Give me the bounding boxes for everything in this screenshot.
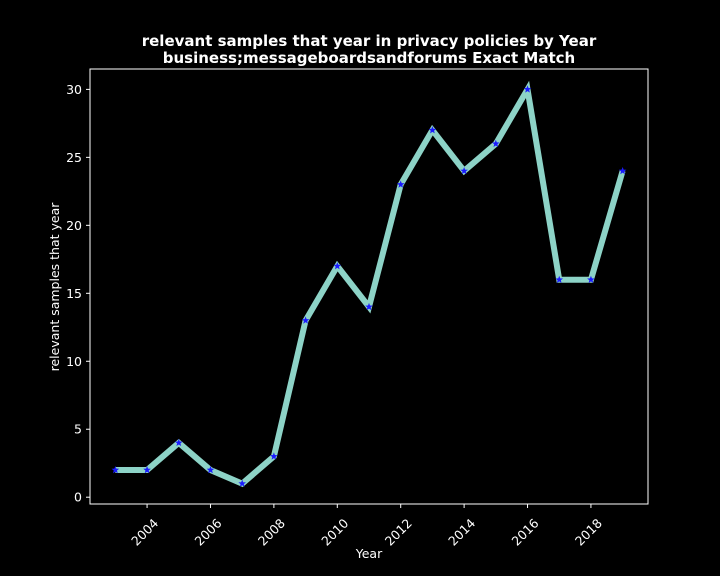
y-tick-label: 20 xyxy=(66,218,82,233)
data-point xyxy=(587,275,595,283)
y-tick-label: 15 xyxy=(66,286,82,301)
y-tick-label: 10 xyxy=(66,354,82,369)
data-point xyxy=(460,166,468,175)
x-tick-label: 2006 xyxy=(191,515,224,548)
y-tick-label: 25 xyxy=(66,150,82,165)
x-tick-label: 2012 xyxy=(382,516,415,549)
x-tick-label: 2014 xyxy=(445,515,478,548)
data-point xyxy=(111,466,120,474)
y-tick-label: 5 xyxy=(74,422,82,437)
data-point xyxy=(143,466,151,474)
data-point xyxy=(396,180,405,188)
data-point xyxy=(301,316,310,324)
y-axis: 0 5 10 15 20 25 30 xyxy=(66,82,90,505)
data-point xyxy=(333,262,342,270)
x-tick-label: 2004 xyxy=(128,515,161,548)
y-tick-label: 30 xyxy=(66,82,82,97)
series-layer xyxy=(111,80,627,488)
x-axis: 2004 2006 2008 2010 2012 2014 2016 2018 xyxy=(128,504,605,549)
x-tick-label: 2016 xyxy=(509,515,542,548)
chart-title: relevant samples that year in privacy po… xyxy=(142,32,597,50)
x-tick-label: 2018 xyxy=(572,515,605,548)
data-point xyxy=(428,126,437,134)
data-point xyxy=(618,166,627,175)
data-point xyxy=(206,466,215,474)
y-tick-label: 0 xyxy=(74,490,82,505)
plot-area: 2004 2006 2008 2010 2012 2014 2016 2018 0 5 10 15 2… xyxy=(66,68,649,549)
series-line xyxy=(115,80,626,488)
data-point xyxy=(492,139,500,147)
data-point xyxy=(270,452,278,460)
plot-frame xyxy=(89,68,649,505)
y-axis-label: relevant samples that year xyxy=(47,202,62,372)
x-axis-label: Year xyxy=(355,546,383,561)
x-tick-label: 2010 xyxy=(318,515,351,548)
data-point xyxy=(174,438,183,447)
x-tick-label: 2008 xyxy=(255,515,288,548)
chart-subtitle: business;messageboardsandforums Exact Ma… xyxy=(163,49,575,67)
data-point xyxy=(365,302,373,311)
data-point xyxy=(555,275,564,283)
data-point xyxy=(238,479,246,487)
data-point xyxy=(523,85,532,93)
